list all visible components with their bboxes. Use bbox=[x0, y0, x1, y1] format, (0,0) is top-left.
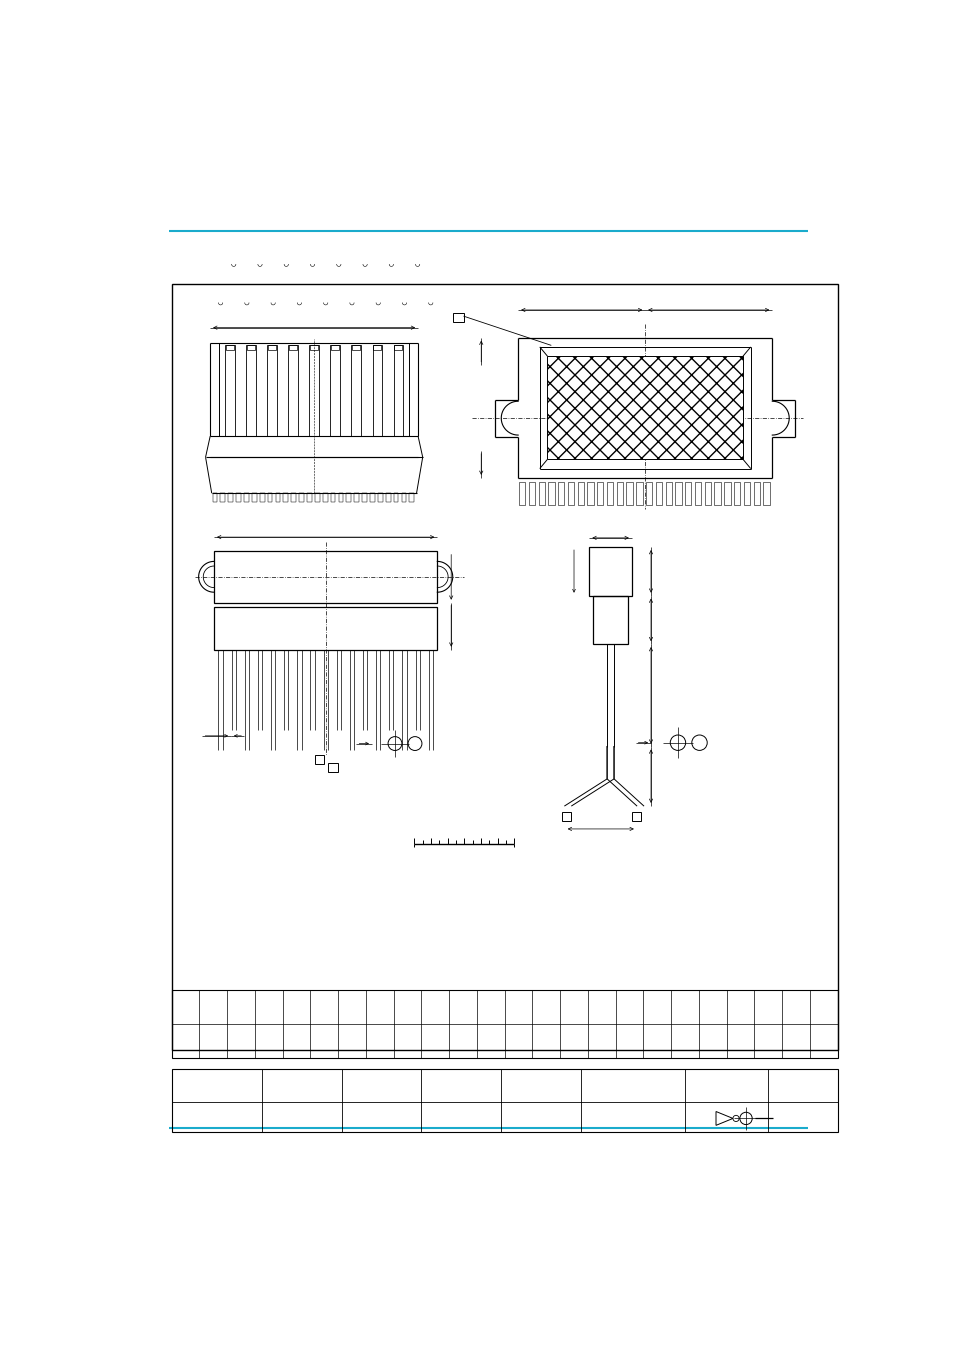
Bar bbox=[587, 482, 593, 505]
Bar bbox=[220, 493, 225, 503]
Bar bbox=[354, 493, 358, 503]
Bar bbox=[268, 346, 275, 350]
Bar bbox=[385, 493, 390, 503]
Bar bbox=[714, 482, 720, 505]
Bar bbox=[244, 493, 249, 503]
Bar bbox=[331, 493, 335, 503]
Bar bbox=[655, 482, 661, 505]
Bar bbox=[567, 482, 574, 505]
Bar bbox=[213, 551, 436, 603]
Bar bbox=[228, 493, 233, 503]
Bar bbox=[268, 493, 273, 503]
Bar bbox=[172, 990, 837, 1058]
Bar bbox=[322, 493, 327, 503]
Bar bbox=[548, 482, 554, 505]
Bar bbox=[723, 482, 730, 505]
Bar bbox=[401, 493, 406, 503]
Bar bbox=[236, 493, 240, 503]
Bar bbox=[675, 482, 681, 505]
Bar bbox=[346, 493, 351, 503]
Bar bbox=[753, 482, 760, 505]
Bar bbox=[561, 812, 571, 821]
Bar bbox=[558, 482, 564, 505]
Bar bbox=[310, 346, 317, 350]
Bar bbox=[684, 482, 691, 505]
Bar bbox=[172, 1069, 837, 1132]
Bar bbox=[537, 482, 544, 505]
Bar bbox=[453, 313, 463, 323]
Bar bbox=[247, 346, 254, 350]
Bar bbox=[528, 482, 535, 505]
Bar bbox=[589, 547, 631, 596]
Bar bbox=[606, 482, 613, 505]
Bar bbox=[577, 482, 583, 505]
Bar bbox=[645, 482, 652, 505]
Bar bbox=[394, 346, 402, 436]
Bar bbox=[704, 482, 710, 505]
Bar bbox=[394, 346, 402, 350]
Bar bbox=[289, 346, 296, 350]
Bar bbox=[351, 346, 360, 436]
Bar bbox=[328, 763, 337, 771]
Bar bbox=[226, 346, 233, 350]
Bar bbox=[213, 493, 217, 503]
Bar bbox=[246, 346, 255, 436]
Bar bbox=[283, 493, 288, 503]
Bar bbox=[370, 493, 375, 503]
Bar bbox=[762, 482, 769, 505]
Bar bbox=[309, 346, 318, 436]
Bar bbox=[330, 346, 339, 436]
Bar bbox=[373, 346, 381, 350]
Bar bbox=[331, 346, 339, 350]
Bar bbox=[518, 482, 525, 505]
Bar bbox=[593, 596, 627, 644]
Bar bbox=[665, 482, 671, 505]
Bar bbox=[597, 482, 603, 505]
Bar bbox=[291, 493, 295, 503]
Bar bbox=[314, 493, 319, 503]
Bar bbox=[172, 284, 837, 1050]
Bar bbox=[314, 755, 323, 765]
Bar bbox=[307, 493, 312, 503]
Bar bbox=[547, 357, 742, 459]
Bar bbox=[352, 346, 360, 350]
Bar bbox=[338, 493, 343, 503]
Bar bbox=[213, 608, 436, 650]
Bar bbox=[694, 482, 700, 505]
Bar bbox=[252, 493, 256, 503]
Bar bbox=[275, 493, 280, 503]
Bar bbox=[373, 346, 381, 436]
Bar bbox=[626, 482, 632, 505]
Bar bbox=[259, 493, 264, 503]
Bar bbox=[409, 493, 414, 503]
Bar bbox=[377, 493, 382, 503]
Bar bbox=[636, 482, 642, 505]
Bar bbox=[632, 812, 640, 821]
Bar bbox=[743, 482, 749, 505]
Bar bbox=[288, 346, 297, 436]
Bar bbox=[394, 493, 398, 503]
Bar bbox=[733, 482, 740, 505]
Bar bbox=[362, 493, 367, 503]
Bar bbox=[267, 346, 276, 436]
Bar bbox=[299, 493, 304, 503]
Bar bbox=[616, 482, 622, 505]
Bar bbox=[225, 346, 234, 436]
